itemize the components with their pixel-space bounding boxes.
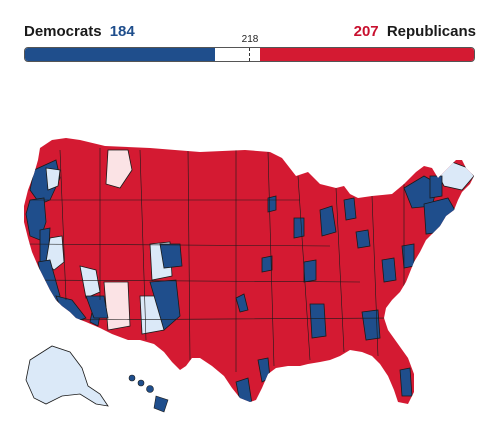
district-wa-lean[interactable] <box>45 167 61 191</box>
district-nh-vt[interactable] <box>429 175 443 199</box>
republicans-tally: 207 Republicans <box>350 23 476 40</box>
district-tx-south[interactable] <box>235 377 253 404</box>
district-mo-stlouis[interactable] <box>303 259 317 283</box>
majority-threshold-label: 218 <box>241 34 259 45</box>
state-borders <box>24 148 405 372</box>
district-mi-detroit[interactable] <box>343 197 357 221</box>
district-fl-south[interactable] <box>399 367 413 397</box>
democrats-tally: Democrats 184 <box>24 23 139 40</box>
republicans-label: Republicans <box>386 23 476 40</box>
district-co-north[interactable] <box>159 243 183 269</box>
district-il-chicago[interactable] <box>319 205 337 237</box>
democrats-seat-count: 184 <box>109 23 135 40</box>
district-mn-twin-cities[interactable] <box>293 217 305 239</box>
democrats-label: Democrats <box>24 23 102 40</box>
district-ok-city[interactable] <box>235 293 249 313</box>
district-mt-lean[interactable] <box>105 149 133 189</box>
democrats-seat-bar <box>25 48 215 61</box>
alaska-district[interactable] <box>25 345 109 407</box>
district-ks-city[interactable] <box>261 255 273 273</box>
district-va-north[interactable] <box>381 257 397 283</box>
seat-tally: Democrats 184 207 Republicans <box>24 23 476 43</box>
district-oh-cleveland[interactable] <box>355 229 371 249</box>
republicans-seat-count: 207 <box>353 23 379 40</box>
district-ga-atlanta[interactable] <box>361 309 381 341</box>
majority-marker <box>248 48 250 61</box>
district-ms-delta[interactable] <box>309 303 327 339</box>
hawaii-districts[interactable] <box>128 374 169 413</box>
district-az-phoenix[interactable] <box>85 295 109 319</box>
district-northeast-corridor[interactable] <box>423 197 457 235</box>
district-az-lean[interactable] <box>103 281 131 331</box>
seat-bar <box>24 47 475 62</box>
republicans-seat-bar <box>260 48 474 61</box>
